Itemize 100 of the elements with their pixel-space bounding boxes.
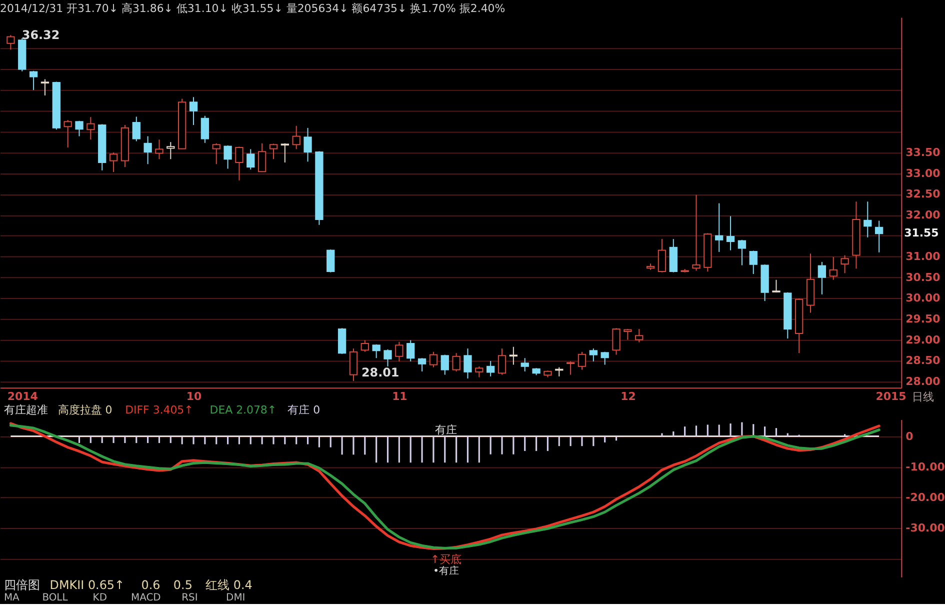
annotation: 28.01 xyxy=(361,366,400,380)
y-tick-label: -30.00 xyxy=(906,521,945,534)
candlestick xyxy=(200,115,210,144)
candlestick xyxy=(658,238,666,273)
y-tick-label: 28.50 xyxy=(906,354,941,368)
candlestick xyxy=(6,34,15,50)
x-tick-label: 11 xyxy=(392,390,408,404)
y-tick-label: 30.50 xyxy=(906,270,941,284)
candlestick xyxy=(155,139,164,160)
candlestick xyxy=(440,354,449,376)
candlestick xyxy=(738,239,746,266)
text: RSI xyxy=(182,592,198,604)
y-tick-label: 0 xyxy=(906,430,914,443)
text: 四倍图 xyxy=(4,578,40,592)
annotation: •有庄 xyxy=(433,564,460,577)
candlestick xyxy=(864,201,872,238)
x-tick-label: 2015 xyxy=(876,390,906,404)
candlestick xyxy=(726,216,735,251)
candlestick xyxy=(246,148,255,170)
candlestick xyxy=(280,142,289,163)
text: 0.6 xyxy=(141,578,160,592)
candlestick xyxy=(395,341,404,362)
annotation: 有庄 xyxy=(435,423,458,436)
candlestick xyxy=(384,348,392,367)
candlestick xyxy=(509,346,518,366)
y-tick-label: 28.00 xyxy=(906,374,941,388)
candlestick xyxy=(29,70,38,91)
candlestick xyxy=(818,261,826,295)
candlestick xyxy=(75,120,84,137)
candlestick xyxy=(64,120,72,148)
candlestick xyxy=(692,194,700,272)
chart-title: 有庄超准 xyxy=(4,404,48,417)
text: BOLL xyxy=(42,592,68,604)
annotation: 36.32 xyxy=(22,28,60,42)
candlestick xyxy=(109,152,118,173)
candlestick xyxy=(40,78,50,96)
candlestick xyxy=(189,96,198,126)
candlestick xyxy=(475,366,484,378)
y-tick-label: 30.00 xyxy=(906,292,941,305)
text: 日线 xyxy=(912,390,934,404)
candlestick xyxy=(600,351,609,366)
candlestick xyxy=(429,351,438,368)
candlestick xyxy=(372,344,380,359)
text: DIFF 3.405↑ xyxy=(125,404,194,417)
candlestick xyxy=(612,328,620,356)
y-tick-label: 32.00 xyxy=(906,208,941,222)
candlestick xyxy=(360,340,369,352)
y-tick-label: 29.50 xyxy=(906,312,941,326)
y-tick-label: -10.00 xyxy=(906,460,945,474)
y-tick-label: 31.00 xyxy=(906,250,941,264)
candlestick xyxy=(349,348,358,382)
candlestick xyxy=(486,360,495,377)
candlestick xyxy=(452,352,460,372)
candlestick xyxy=(269,143,278,160)
candlestick xyxy=(326,248,335,273)
candlestick xyxy=(212,142,220,165)
candlestick xyxy=(589,348,598,362)
candlestick xyxy=(715,202,724,252)
y-tick-label: 33.00 xyxy=(906,166,941,180)
chart-title: 2014/12/31 开31.70↓ 高31.86↓ 低31.10↓ 收31.55↓ 量205634↓ 额64735↓ 换1.70% 振2.40% xyxy=(0,2,506,16)
candlestick xyxy=(840,254,849,274)
text: DMKII 0.65↑ xyxy=(50,578,125,592)
annotation: ↑买底 xyxy=(430,552,462,566)
candlestick xyxy=(224,144,232,170)
series-label: 有庄 0 xyxy=(288,404,320,417)
x-tick-label: 2014 xyxy=(7,390,38,404)
candlestick xyxy=(578,351,586,370)
x-tick-label: 10 xyxy=(186,390,202,404)
candlestick xyxy=(749,250,758,275)
candlestick xyxy=(464,348,472,379)
candlestick xyxy=(258,142,266,173)
candlestick xyxy=(874,220,884,253)
y-tick-label: -20.00 xyxy=(906,490,945,504)
text: MA xyxy=(4,592,20,604)
candlestick xyxy=(86,116,95,140)
text: 31.55 xyxy=(904,226,939,240)
x-tick-label: 12 xyxy=(620,390,636,404)
candlestick xyxy=(144,136,152,165)
candlestick xyxy=(235,146,244,181)
y-tick-label: 33.50 xyxy=(906,146,941,159)
text: DMI xyxy=(226,592,246,604)
candlestick xyxy=(624,328,632,340)
candlestick xyxy=(166,142,175,160)
candlestick xyxy=(520,358,529,372)
text: DEA 2.078↑ xyxy=(210,404,277,417)
text: 红线 0.4 xyxy=(206,578,252,592)
y-tick-label: 32.50 xyxy=(906,188,941,201)
y-tick-label: 29.00 xyxy=(906,333,941,346)
candlestick xyxy=(772,279,780,293)
candlestick xyxy=(304,127,312,162)
candlestick xyxy=(406,340,415,362)
candlestick xyxy=(132,116,140,142)
text: 0.5 xyxy=(173,578,192,592)
candlestick xyxy=(292,125,300,150)
candlestick xyxy=(635,328,644,343)
candlestick xyxy=(498,348,506,376)
text: 高度拉盘 0 xyxy=(58,404,112,417)
candlestick xyxy=(829,256,838,280)
candlestick xyxy=(566,360,575,376)
text: KD xyxy=(92,592,108,604)
